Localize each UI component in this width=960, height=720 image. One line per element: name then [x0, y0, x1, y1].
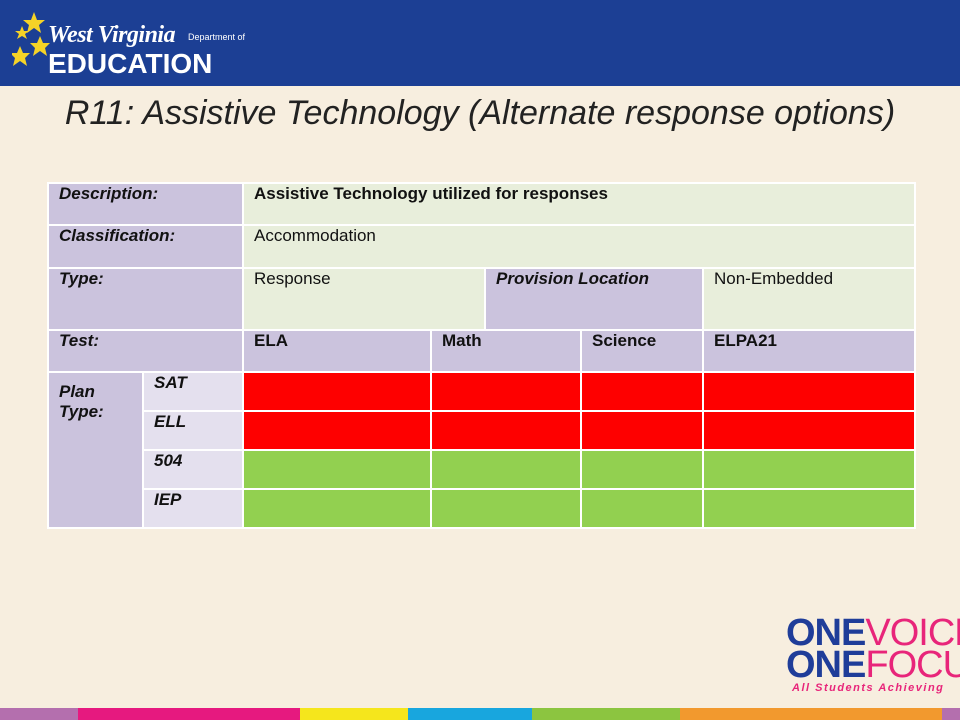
status-cell-math — [430, 410, 582, 451]
brand-focus: FOCUS — [865, 644, 960, 686]
footer-segment-pink — [78, 708, 300, 720]
footer-segment-yellow — [300, 708, 408, 720]
footer-segment-green — [532, 708, 680, 720]
status-cell-ela — [242, 371, 432, 412]
status-cell-elpa21 — [702, 410, 916, 451]
test-row: Test: ELA Math Science ELPA21 — [47, 329, 916, 373]
status-cell-math — [430, 449, 582, 490]
plan-row-504: 504 — [48, 449, 916, 490]
accommodation-table: Description: Assistive Technology utiliz… — [47, 182, 916, 529]
stars-icon — [12, 12, 50, 66]
plan-row-sat: Plan Type: SAT — [47, 371, 916, 529]
status-cell-math — [430, 488, 582, 529]
status-cell-science — [580, 371, 704, 412]
test-header-ela: ELA — [242, 329, 432, 373]
footer-segment-orange — [680, 708, 942, 720]
logo-agency-text: EDUCATION — [48, 48, 213, 79]
brand-one-2: ONE — [786, 644, 866, 686]
type-row: Type: Response Provision Location Non-Em… — [47, 267, 916, 331]
type-value: Response — [242, 267, 486, 331]
footer-color-strip — [0, 708, 960, 720]
slide-title: R11: Assistive Technology (Alternate res… — [64, 94, 896, 132]
logo-state-text: West Virginia — [48, 22, 176, 48]
classification-row: Classification: Accommodation — [47, 224, 916, 269]
classification-value: Accommodation — [242, 224, 916, 269]
plan-type-label: Plan Type: — [47, 371, 144, 529]
type-label: Type: — [47, 267, 244, 331]
test-label: Test: — [47, 329, 244, 373]
footer-segment-blue — [408, 708, 532, 720]
logo-dept-text: Department of — [188, 32, 246, 42]
status-cell-ela — [242, 488, 432, 529]
plan-name: IEP — [142, 488, 244, 529]
plan-name: SAT — [142, 371, 244, 412]
brand-voice: VOICE — [865, 612, 960, 654]
status-cell-math — [430, 371, 582, 412]
status-cell-ela — [242, 410, 432, 451]
status-cell-elpa21 — [702, 449, 916, 490]
status-cell-science — [580, 488, 704, 529]
test-header-elpa21: ELPA21 — [702, 329, 916, 373]
footer-segment-purple — [0, 708, 78, 720]
plan-row-ell: ELL — [48, 410, 916, 451]
provision-location-label: Provision Location — [484, 267, 704, 331]
description-value: Assistive Technology utilized for respon… — [242, 182, 916, 226]
brand-line-1: ONEVOICE — [786, 614, 960, 652]
provision-location-value: Non-Embedded — [702, 267, 916, 331]
header-bar: West Virginia Department of EDUCATION — [0, 0, 960, 86]
footer-segment-purple-end — [942, 708, 960, 720]
status-cell-elpa21 — [702, 371, 916, 412]
plan-row-iep: IEP — [48, 488, 916, 529]
plan-name: 504 — [142, 449, 244, 490]
test-header-science: Science — [580, 329, 704, 373]
one-voice-one-focus-logo: ONEVOICE ONEFOCUS All Students Achieving — [786, 614, 960, 698]
brand-one-1: ONE — [786, 612, 866, 654]
plan-name: ELL — [142, 410, 244, 451]
test-header-math: Math — [430, 329, 582, 373]
status-cell-elpa21 — [702, 488, 916, 529]
brand-line-2: ONEFOCUS — [786, 646, 960, 684]
status-cell-ela — [242, 449, 432, 490]
status-cell-science — [580, 449, 704, 490]
classification-label: Classification: — [47, 224, 244, 269]
brand-tagline: All Students Achieving — [792, 682, 945, 694]
description-row: Description: Assistive Technology utiliz… — [47, 182, 916, 226]
status-cell-science — [580, 410, 704, 451]
description-label: Description: — [47, 182, 244, 226]
wv-education-logo: West Virginia Department of EDUCATION — [12, 8, 252, 80]
